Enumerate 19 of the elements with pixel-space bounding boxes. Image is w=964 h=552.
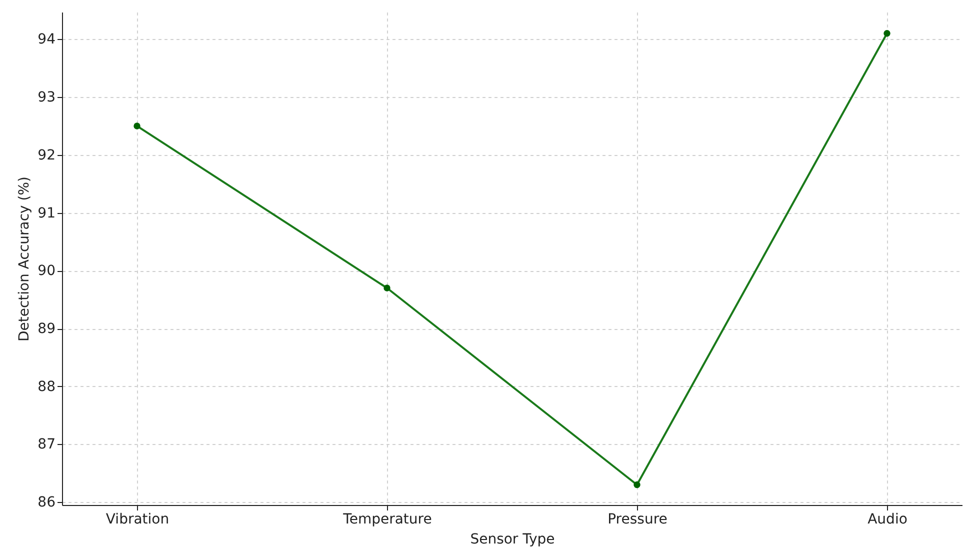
- y-tick-label: 88: [38, 378, 56, 395]
- y-tick-label: 90: [38, 263, 56, 280]
- point: [884, 30, 890, 37]
- y-tick-label: 94: [38, 32, 56, 48]
- x-tick-label: Vibration: [106, 512, 170, 528]
- y-tick-label: 91: [38, 205, 56, 222]
- x-axis-title: Sensor Type: [470, 532, 555, 548]
- y-tick-label: 87: [38, 436, 56, 453]
- x-tick-label: Temperature: [342, 512, 432, 528]
- y-tick-label: 92: [38, 147, 56, 164]
- y-tick-label: 89: [38, 321, 56, 338]
- x-tick-label: Pressure: [608, 512, 668, 528]
- point: [134, 122, 140, 130]
- y-tick-label: 86: [38, 494, 56, 511]
- x-tick-label: Audio: [868, 512, 908, 528]
- point: [384, 284, 390, 292]
- y-axis-title: Detection Accuracy (%): [16, 176, 33, 342]
- y-tick-label: 93: [38, 90, 56, 106]
- point: [634, 481, 640, 488]
